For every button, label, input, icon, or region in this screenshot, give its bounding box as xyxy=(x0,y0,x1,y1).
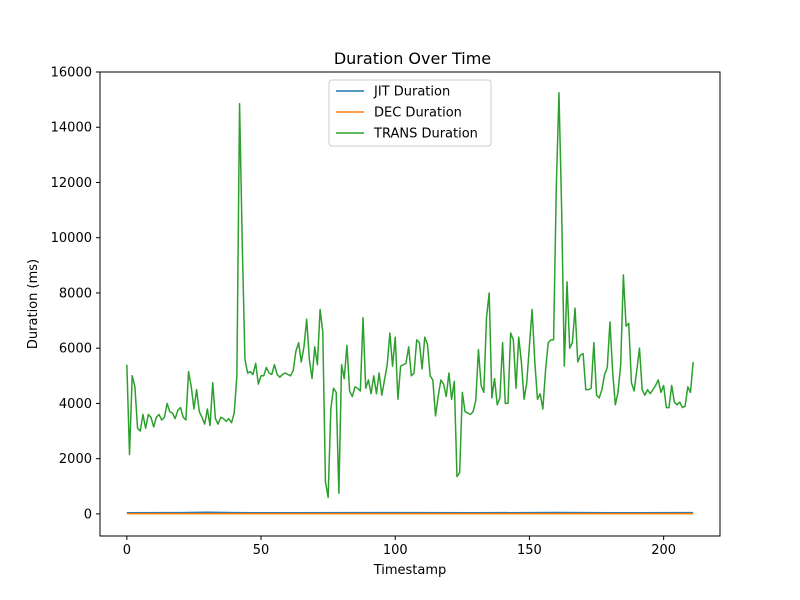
y-tick-label: 12000 xyxy=(51,176,92,191)
x-tick-label: 0 xyxy=(123,543,131,558)
y-axis-title: Duration (ms) xyxy=(26,259,41,349)
x-tick-label: 50 xyxy=(253,543,270,558)
x-axis: 0 50 100 150 200 xyxy=(123,536,676,558)
legend-label-0: JIT Duration xyxy=(373,85,450,100)
series-line-2 xyxy=(126,91,694,499)
x-axis-title: Timestamp xyxy=(373,563,447,578)
axes-layer xyxy=(99,71,721,537)
y-tick-label: 2000 xyxy=(59,452,92,467)
series-line-0 xyxy=(126,511,694,514)
y-tick-label: 14000 xyxy=(51,121,92,136)
legend: JIT Duration DEC Duration TRANS Duration xyxy=(328,79,492,147)
legend-label-2: TRANS Duration xyxy=(373,127,478,142)
y-tick-label: 0 xyxy=(84,507,92,522)
y-tick-label: 8000 xyxy=(59,286,92,301)
x-tick-label: 150 xyxy=(517,543,542,558)
y-axis: 0 2000 4000 6000 8000 10000 12000 14000 16000 xyxy=(51,66,100,522)
legend-label-1: DEC Duration xyxy=(374,106,462,121)
series-layer xyxy=(126,91,694,515)
chart-title: Duration Over Time xyxy=(334,49,491,68)
y-tick-label: 4000 xyxy=(59,397,92,412)
legend-box xyxy=(328,79,492,147)
y-tick-label: 10000 xyxy=(51,231,92,246)
y-tick-label: 6000 xyxy=(59,342,92,357)
y-tick-label: 16000 xyxy=(51,66,92,81)
x-tick-label: 200 xyxy=(651,543,676,558)
plot-area xyxy=(100,72,720,536)
x-tick-label: 100 xyxy=(383,543,408,558)
plot-frame xyxy=(99,71,721,537)
